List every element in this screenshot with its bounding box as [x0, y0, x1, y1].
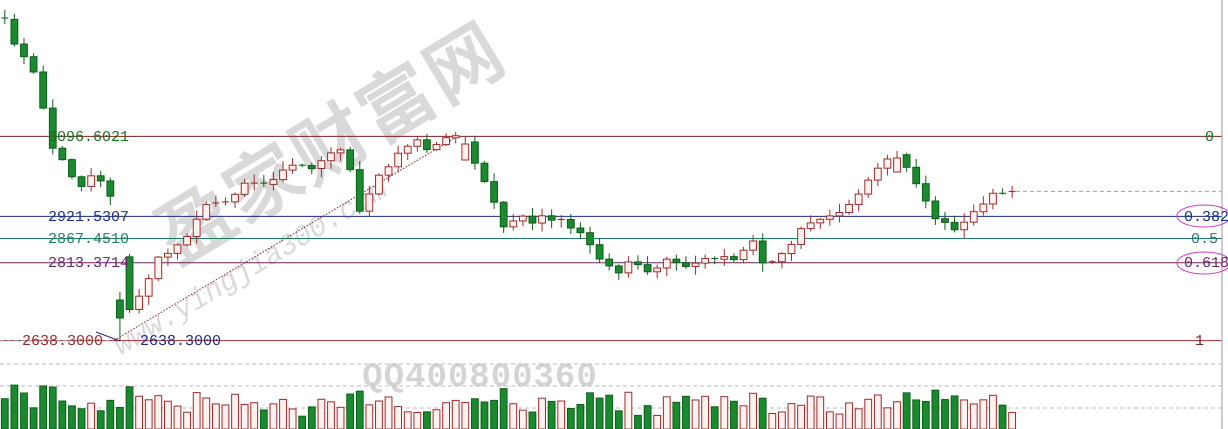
- svg-text:2813.3714: 2813.3714: [48, 255, 129, 272]
- svg-text:2867.4510: 2867.4510: [48, 231, 129, 248]
- svg-text:0.618: 0.618: [1184, 255, 1228, 272]
- svg-text:2921.5307: 2921.5307: [48, 209, 129, 226]
- svg-text:QQ400800360: QQ400800360: [362, 359, 597, 397]
- svg-text:0.5: 0.5: [1191, 231, 1218, 248]
- svg-text:2638.3000: 2638.3000: [140, 333, 221, 350]
- svg-text:0: 0: [1205, 129, 1214, 146]
- svg-text:1: 1: [1195, 333, 1204, 350]
- svg-text:2638.3000: 2638.3000: [22, 333, 103, 350]
- svg-text:0.382: 0.382: [1184, 209, 1228, 226]
- svg-text:3096.6021: 3096.6021: [48, 129, 129, 146]
